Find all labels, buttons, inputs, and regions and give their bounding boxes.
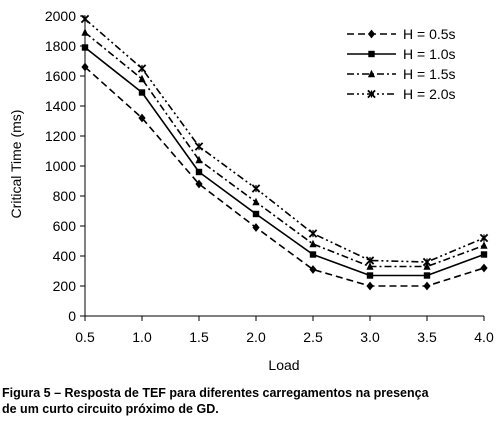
data-point — [366, 272, 374, 279]
data-point — [252, 210, 260, 218]
y-tick-label: 1000 — [45, 158, 76, 174]
x-tick-label: 1.5 — [189, 329, 209, 345]
data-point — [480, 263, 488, 273]
data-point — [309, 239, 317, 248]
legend-label: H = 1.5s — [403, 66, 456, 82]
data-point — [365, 256, 375, 265]
legend-marker — [367, 89, 376, 99]
legend-entry: H = 0.5s — [347, 26, 456, 42]
legend-marker — [368, 50, 375, 58]
x-tick-label: 4.0 — [474, 329, 494, 345]
figure-caption: Figura 5 – Resposta de TEF para diferent… — [2, 385, 502, 417]
x-tick-label: 3.5 — [417, 329, 437, 345]
series-2 — [81, 44, 488, 279]
data-point — [138, 113, 146, 123]
data-point — [138, 89, 146, 96]
line-chart: 0 200 400 600 800 1000 1200 1400 1600 1800 2000 0.5… — [8, 8, 494, 373]
legend-label: H = 1.0s — [403, 46, 456, 62]
y-tick-label: 600 — [53, 218, 77, 234]
chart-legend: H = 0.5s H = 1.0s H = 1.5s H = 2.0s — [347, 26, 456, 102]
data-point — [480, 241, 488, 249]
data-point — [195, 168, 203, 176]
data-point — [309, 265, 317, 274]
y-tick-label: 1800 — [45, 38, 76, 54]
data-point — [81, 62, 89, 72]
y-tick-label: 0 — [68, 308, 76, 324]
x-tick-label: 0.5 — [75, 329, 95, 345]
y-tick-label: 1200 — [45, 128, 76, 144]
series-line — [84, 46, 485, 277]
x-axis-label: Load — [268, 357, 299, 373]
series-1 — [81, 62, 488, 291]
legend-entry: H = 2.0s — [347, 86, 456, 102]
chart-axes: 0 200 400 600 800 1000 1200 1400 1600 1800 2000 0.5… — [45, 8, 494, 345]
legend-label: H = 2.0s — [403, 86, 456, 102]
x-tick-label: 3.0 — [360, 329, 380, 345]
data-point — [138, 74, 146, 83]
y-axis-label: Critical Time (ms) — [8, 110, 24, 219]
data-point — [195, 155, 203, 164]
data-point — [423, 281, 431, 291]
y-tick-label: 800 — [53, 188, 77, 204]
data-point — [479, 233, 489, 243]
data-point — [366, 262, 374, 270]
y-tick-label: 1400 — [45, 98, 76, 114]
x-tick-label: 2.5 — [303, 329, 323, 345]
series-line — [84, 66, 485, 287]
data-point — [195, 179, 203, 189]
data-point — [252, 197, 260, 206]
series-3 — [81, 28, 488, 270]
caption-line-1: Figura 5 – Resposta de TEF para diferent… — [2, 386, 429, 400]
chart-series — [80, 14, 489, 291]
x-tick-label: 1.0 — [132, 329, 152, 345]
data-point — [308, 229, 318, 238]
y-tick-label: 400 — [53, 248, 77, 264]
data-point — [81, 28, 89, 36]
y-tick-label: 200 — [53, 278, 77, 294]
data-point — [309, 251, 317, 258]
legend-marker — [367, 69, 376, 78]
data-point — [423, 272, 431, 279]
data-point — [251, 184, 261, 193]
data-point — [366, 281, 374, 291]
data-point — [422, 257, 432, 267]
legend-entry: H = 1.5s — [347, 66, 456, 82]
data-point — [137, 64, 147, 73]
data-point — [423, 262, 431, 270]
series-line — [84, 31, 485, 268]
data-point — [252, 223, 260, 232]
y-tick-label: 1600 — [45, 68, 76, 84]
caption-line-2: de um curto circuito próximo de GD. — [2, 402, 219, 416]
data-point — [81, 44, 89, 51]
series-4 — [80, 14, 489, 267]
legend-entry: H = 1.0s — [347, 46, 456, 62]
data-point — [80, 14, 90, 24]
y-tick-label: 2000 — [45, 8, 76, 24]
data-point — [480, 251, 488, 258]
x-tick-label: 2.0 — [246, 329, 266, 345]
legend-marker — [367, 29, 376, 39]
legend-label: H = 0.5s — [403, 26, 456, 42]
series-line — [84, 18, 485, 263]
data-point — [194, 142, 204, 151]
